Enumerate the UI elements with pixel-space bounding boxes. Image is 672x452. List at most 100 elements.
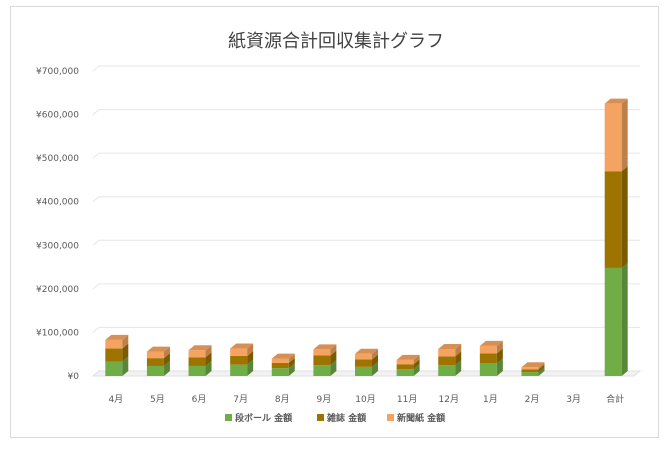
y-tick-label: ¥100,000	[36, 328, 79, 338]
gridline-side	[92, 239, 100, 246]
bar-stack	[355, 348, 378, 376]
bar-side	[455, 343, 462, 357]
x-tick-label: 10月	[355, 394, 375, 405]
bar-top	[313, 344, 337, 350]
bar-side	[538, 364, 545, 373]
bar-front	[230, 364, 248, 376]
bar-side	[163, 360, 170, 376]
x-tick-label: 6月	[192, 394, 207, 405]
bar-side	[413, 359, 420, 370]
bar-segment	[146, 360, 170, 376]
bar-front	[479, 363, 497, 376]
gridline-side	[92, 65, 100, 72]
bar-side	[330, 344, 337, 356]
bar-side	[205, 345, 212, 358]
bar-side	[621, 262, 628, 376]
y-tick-label: ¥700,000	[36, 67, 79, 77]
bar-stack	[271, 353, 295, 376]
x-tick-label: 11月	[397, 394, 417, 405]
legend-label: 新聞紙 金額	[397, 412, 445, 424]
gridline-side	[92, 327, 100, 333]
bar-segment	[479, 340, 503, 354]
bar-top	[188, 345, 212, 351]
gridline-side	[92, 283, 100, 290]
legend: 段ボール 金額 雑誌 金額 新聞紙 金額	[225, 412, 445, 424]
bar-front	[230, 355, 248, 365]
bar-side	[621, 166, 628, 268]
bar-front	[313, 355, 331, 366]
bar-front	[604, 171, 622, 268]
bar-side	[372, 361, 378, 376]
bar-segment	[479, 358, 503, 376]
bar-segment	[355, 348, 378, 360]
bar-top	[479, 340, 503, 346]
bar-segment	[271, 353, 295, 363]
bar-stack	[438, 343, 462, 376]
bar-segment	[230, 350, 254, 365]
bar-side	[205, 360, 212, 376]
bar-stack	[313, 344, 337, 376]
bar-top	[521, 362, 545, 368]
gridline-side	[92, 196, 100, 203]
bar-side	[330, 360, 337, 376]
bar-side	[288, 357, 295, 369]
bar-segment	[604, 98, 628, 172]
gridline-side	[92, 109, 100, 115]
bar-front	[355, 366, 372, 376]
bar-segment	[146, 346, 170, 359]
bar-stack	[604, 98, 628, 376]
bar-segment	[105, 343, 129, 362]
legend-item: 段ボール 金額	[225, 412, 292, 424]
bar-segment	[271, 363, 295, 376]
bar-side	[330, 350, 337, 366]
bar-segment	[396, 359, 420, 370]
legend-item: 雑誌 金額	[317, 412, 366, 424]
legend-swatch	[317, 414, 324, 421]
bar-side	[372, 354, 378, 367]
bar-side	[621, 98, 628, 172]
bar-segment	[313, 344, 337, 356]
x-tick-label: 7月	[233, 394, 248, 405]
bar-front	[188, 350, 206, 358]
y-tick-label: ¥400,000	[36, 198, 79, 208]
bar-side	[122, 334, 129, 349]
bar-front	[271, 368, 289, 376]
bar-front	[188, 365, 206, 376]
bar-segment	[396, 364, 420, 376]
bar-stack	[188, 345, 212, 376]
y-tick-label: ¥0	[68, 372, 80, 382]
bar-stack	[230, 343, 254, 376]
bar-front	[521, 369, 539, 373]
bar-front	[105, 361, 123, 376]
bar-top	[146, 346, 170, 352]
bar-segment	[230, 359, 254, 376]
bar-front	[271, 362, 289, 369]
bar-front	[355, 359, 372, 367]
bar-segment	[188, 360, 212, 376]
chart-frame: 紙資源合計回収集計グラフ ¥0 ¥100,000 ¥200,000 ¥300,000 ¥…	[10, 6, 659, 438]
bar-segment	[313, 350, 337, 366]
bar-segment	[438, 343, 462, 357]
y-tick-label: ¥300,000	[36, 241, 79, 251]
bar-top	[396, 354, 420, 360]
bar-side	[413, 364, 420, 376]
bar-front	[438, 348, 456, 357]
x-tick-label: 2月	[525, 394, 540, 405]
bar-segment	[438, 351, 462, 366]
bar-side	[205, 352, 212, 366]
bar-side	[163, 346, 170, 359]
bar-segment	[271, 357, 295, 369]
x-tick-label: 3月	[566, 394, 581, 405]
bar-front	[146, 351, 164, 359]
x-tick-label: 合計	[606, 393, 624, 405]
bar-segment	[521, 367, 545, 376]
bar-front	[396, 369, 414, 376]
bar-front	[479, 345, 497, 354]
bars-layer	[105, 98, 628, 376]
y-axis-ticks: ¥0 ¥100,000 ¥200,000 ¥300,000 ¥400,000 ¥500,0…	[36, 67, 79, 382]
bar-front	[271, 358, 289, 363]
bar-stack	[105, 334, 129, 376]
gridline-side	[92, 152, 100, 159]
bar-segment	[105, 334, 129, 349]
bar-segment	[355, 361, 378, 376]
